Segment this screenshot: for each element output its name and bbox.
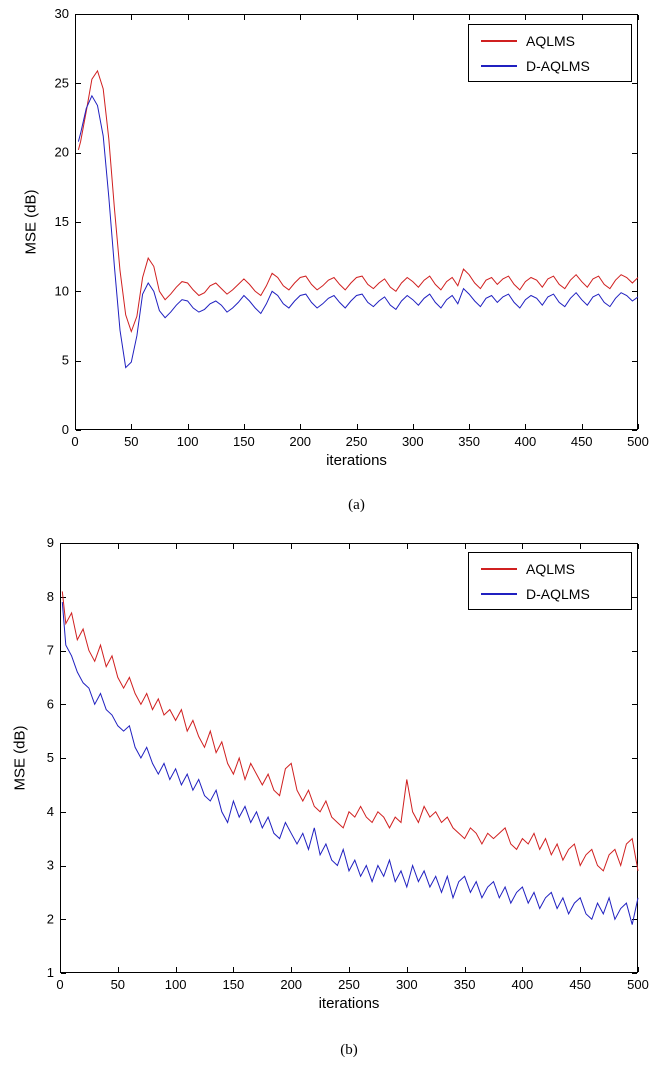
- y-tick-label: 15: [55, 214, 69, 229]
- caption-a: (a): [348, 497, 365, 513]
- y-tick-label: 0: [62, 422, 69, 437]
- x-tick-label: 100: [165, 977, 187, 992]
- chart-a-legend: AQLMS D-AQLMS: [468, 24, 632, 82]
- x-tick-label: 500: [627, 434, 649, 449]
- y-tick-label: 4: [47, 804, 54, 819]
- x-tick-label: 250: [346, 434, 368, 449]
- x-tick-label: 400: [512, 977, 534, 992]
- x-tick-label: 100: [177, 434, 199, 449]
- y-tick-label: 8: [47, 589, 54, 604]
- plot-frame: [75, 14, 638, 430]
- chart-a-ylabel: MSE (dB): [22, 189, 40, 255]
- d-aqlms-line-sample: [481, 592, 517, 595]
- y-tick-label: 2: [47, 911, 54, 926]
- aqlms-legend-label: AQLMS: [526, 32, 576, 49]
- legend-item-aqlms: AQLMS: [469, 556, 631, 581]
- y-tick-label: 5: [47, 750, 54, 765]
- d-aqlms-line-sample: [481, 64, 517, 67]
- x-tick-label: 50: [124, 434, 138, 449]
- plot-frame: [60, 543, 638, 973]
- x-tick-label: 150: [223, 977, 245, 992]
- legend-item-d-aqlms: D-AQLMS: [469, 581, 631, 606]
- y-tick-label: 20: [55, 145, 69, 160]
- d-aqlms-line: [77, 94, 639, 369]
- d-aqlms-legend-label: D-AQLMS: [526, 57, 590, 74]
- x-tick-label: 150: [233, 434, 255, 449]
- chart-a-xlabel: iterations: [326, 452, 387, 469]
- aqlms-line: [61, 591, 639, 872]
- legend-item-aqlms: AQLMS: [469, 28, 631, 53]
- x-tick-label: 350: [454, 977, 476, 992]
- y-tick-label: 7: [47, 643, 54, 658]
- x-tick-label: 300: [402, 434, 424, 449]
- chart-a-canvas: 0 50 100 150 200 250 300 350 400 450 500 0 5 10 15 20 25…: [55, 6, 649, 449]
- chart-b-ylabel: MSE (dB): [11, 725, 29, 791]
- aqlms-line-sample: [481, 39, 517, 42]
- x-tick-label: 450: [569, 977, 591, 992]
- x-tick-label: 0: [56, 977, 63, 992]
- x-tick-label: 450: [571, 434, 593, 449]
- y-tick-label: 9: [47, 535, 54, 550]
- x-tick-label: 250: [338, 977, 360, 992]
- y-tick-label: 25: [55, 75, 69, 90]
- chart-b-canvas: 0 50 100 150 200 250 300 350 400 450 500 1 2 3 4 5 6 7 8 9: [47, 535, 649, 992]
- x-tick-label: 500: [627, 977, 649, 992]
- y-tick-label: 5: [62, 353, 69, 368]
- chart-b-xlabel: iterations: [318, 995, 380, 1012]
- legend-item-d-aqlms: D-AQLMS: [469, 53, 631, 78]
- y-tick-label: 10: [55, 283, 69, 298]
- x-tick-label: 0: [71, 434, 78, 449]
- x-tick-label: 200: [280, 977, 302, 992]
- caption-b: (b): [340, 1042, 358, 1058]
- d-aqlms-legend-label: D-AQLMS: [526, 585, 590, 602]
- y-tick-label: 6: [47, 696, 54, 711]
- figure-b: 0 50 100 150 200 250 300 350 400 450 500 1 2 3 4 5 6 7 8 9 …: [0, 535, 652, 1065]
- figure-a: 0 50 100 150 200 250 300 350 400 450 500 0 5 10 15 20 25…: [0, 0, 652, 530]
- y-tick-label: 30: [55, 6, 69, 21]
- chart-b-legend: AQLMS D-AQLMS: [468, 552, 632, 610]
- x-tick-label: 350: [458, 434, 480, 449]
- d-aqlms-line: [61, 602, 639, 925]
- x-tick-label: 400: [515, 434, 537, 449]
- y-tick-label: 1: [47, 965, 54, 980]
- x-tick-label: 300: [396, 977, 418, 992]
- y-tick-label: 3: [47, 858, 54, 873]
- x-tick-label: 200: [289, 434, 311, 449]
- aqlms-line-sample: [481, 567, 517, 570]
- x-tick-label: 50: [111, 977, 125, 992]
- aqlms-line: [77, 69, 639, 334]
- aqlms-legend-label: AQLMS: [526, 560, 576, 577]
